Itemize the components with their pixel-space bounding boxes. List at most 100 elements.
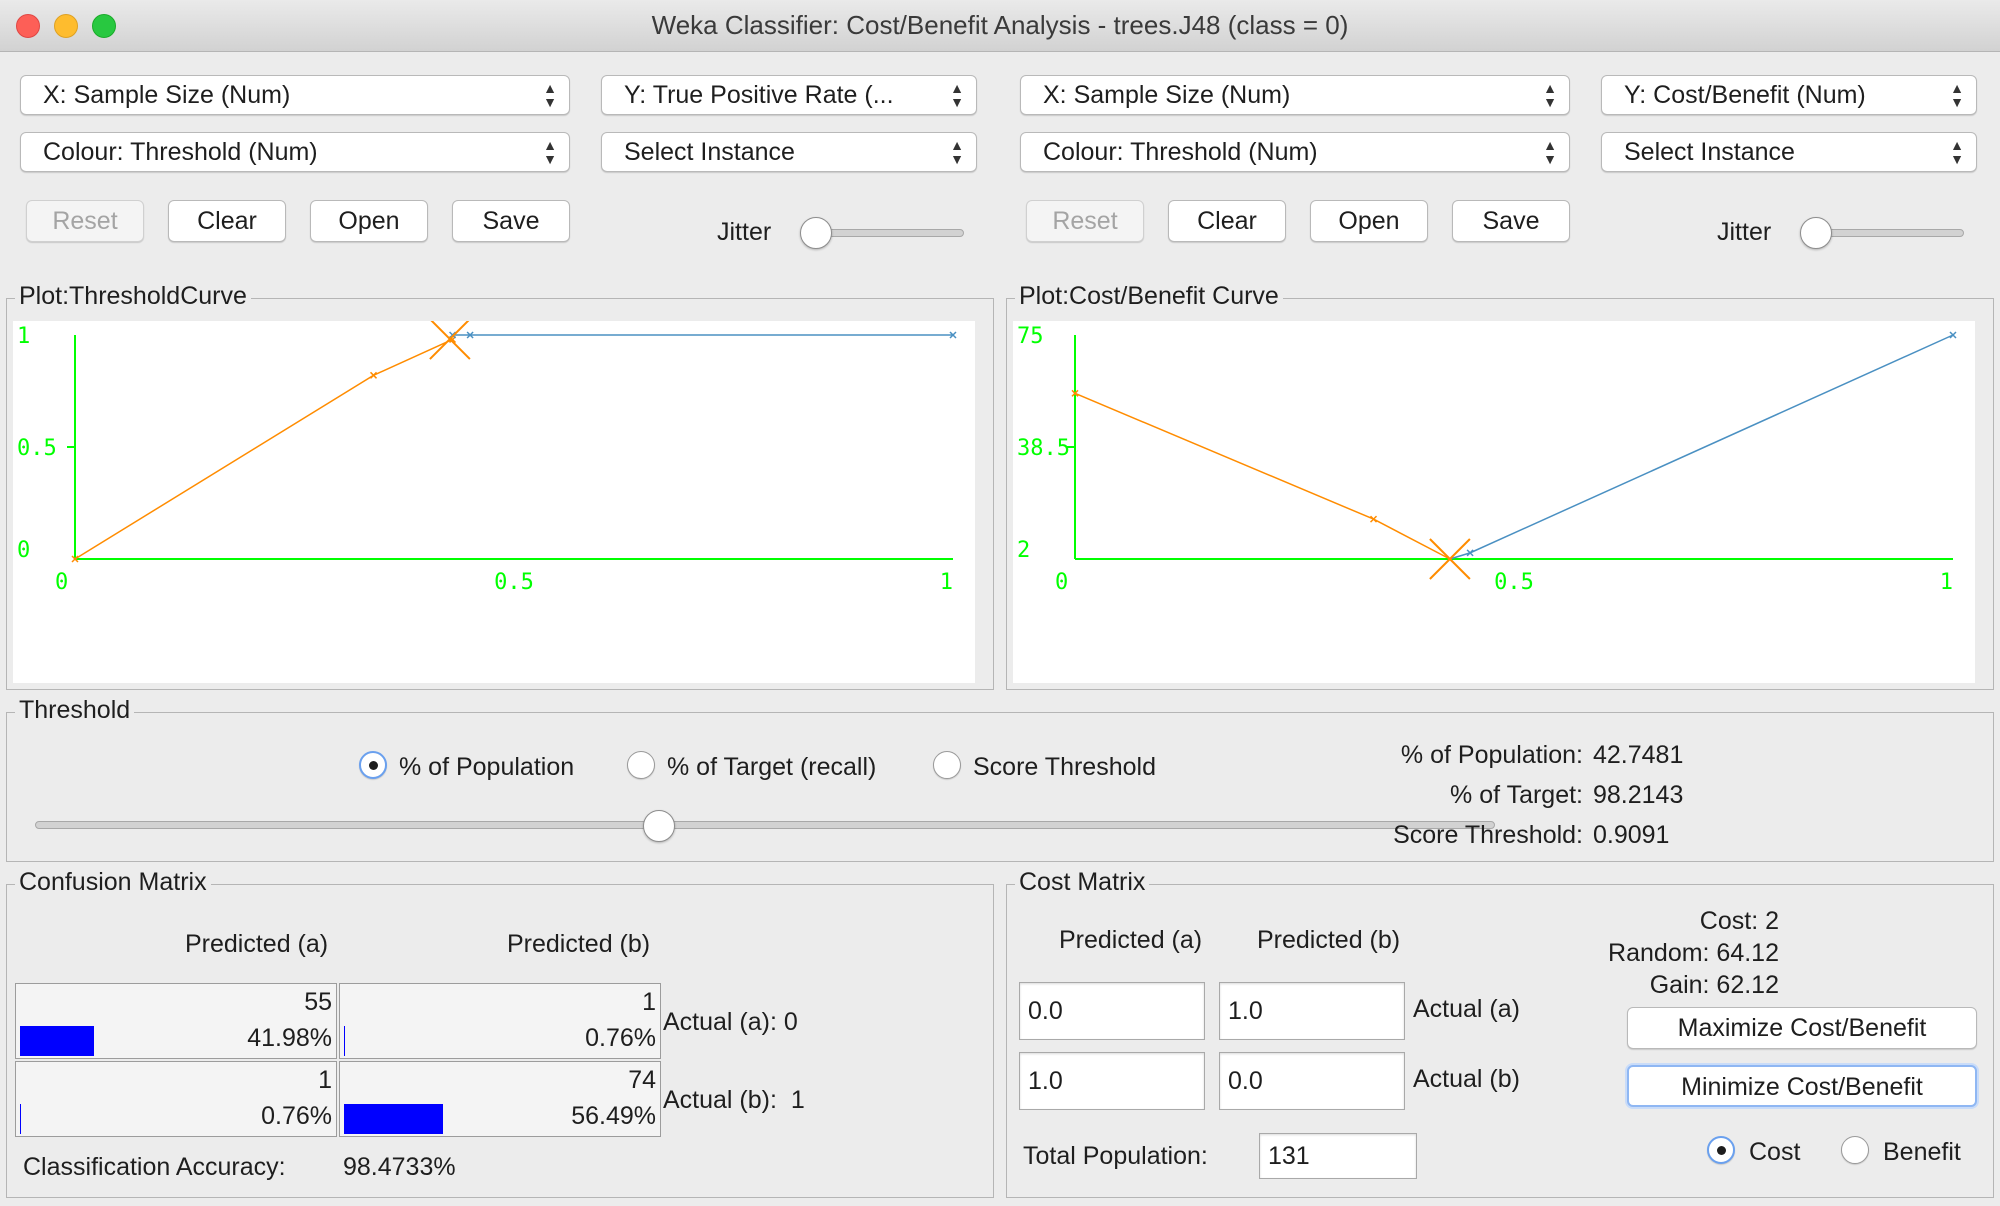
title-bar: Weka Classifier: Cost/Benefit Analysis -…	[0, 0, 2000, 52]
target-recall-radio[interactable]	[627, 751, 655, 779]
population-stat-value: 42.7481	[1593, 741, 1684, 769]
updown-arrows-icon: ▲ ▼	[950, 137, 964, 167]
group-title: Plot:ThresholdCurve	[15, 282, 251, 311]
selected-point-marker	[429, 321, 471, 360]
cost-ab-field[interactable]: 1.0	[1219, 982, 1405, 1040]
confusion-cell-ba: 1 0.76%	[15, 1061, 337, 1137]
cell-count: 55	[304, 988, 332, 1016]
classification-accuracy-label: Classification Accuracy:	[23, 1153, 286, 1181]
cell-percent: 0.76%	[585, 1024, 656, 1052]
x-tick-label: 1	[1940, 570, 1953, 595]
left-open-button[interactable]: Open	[310, 200, 428, 242]
cell-percent: 0.76%	[261, 1102, 332, 1130]
group-title: Plot:Cost/Benefit Curve	[1015, 282, 1283, 311]
right-clear-button[interactable]: Clear	[1168, 200, 1286, 242]
confusion-cell-ab: 1 0.76%	[339, 983, 661, 1059]
cell-percent: 56.49%	[571, 1102, 656, 1130]
cost-benefit-curve-plot[interactable]: 2 38.5 75 0 0.5 1	[1013, 321, 1975, 683]
updown-arrows-icon: ▲ ▼	[1950, 137, 1964, 167]
threshold-curve-svg: 0 0.5 1 0 0.5 1	[17, 321, 957, 595]
y-tick-label: 2	[1017, 538, 1030, 563]
cost-aa-field[interactable]: 0.0	[1019, 982, 1205, 1040]
threshold-curve-plot[interactable]: 0 0.5 1 0 0.5 1	[13, 321, 975, 683]
group-title: Cost Matrix	[1015, 868, 1150, 897]
left-jitter-label: Jitter	[717, 218, 772, 246]
data-point	[1071, 389, 1079, 397]
y-tick-label: 75	[1017, 324, 1044, 349]
score-threshold-radio-label[interactable]: Score Threshold	[973, 753, 1156, 781]
cell-count: 1	[642, 988, 656, 1016]
updown-arrows-icon: ▲ ▼	[1950, 80, 1964, 110]
close-window-button[interactable]	[16, 14, 40, 38]
right-save-button[interactable]: Save	[1452, 200, 1570, 242]
data-point	[1949, 331, 1957, 339]
updown-arrows-icon: ▲ ▼	[543, 80, 557, 110]
maximize-cost-benefit-button[interactable]: Maximize Cost/Benefit	[1627, 1007, 1977, 1049]
population-stat-label: % of Population:	[1400, 741, 1583, 769]
slider-knob[interactable]	[1800, 217, 1832, 249]
right-reset-button[interactable]: Reset	[1026, 200, 1144, 242]
cell-bar	[344, 1026, 345, 1056]
cost-value-text: Cost: 2	[1699, 907, 1779, 935]
predicted-a-header: Predicted (a)	[185, 930, 329, 958]
cost-ba-field[interactable]: 1.0	[1019, 1052, 1205, 1110]
x-tick-label: 0.5	[1494, 570, 1534, 595]
predicted-b-header: Predicted (b)	[507, 930, 651, 958]
target-recall-radio-label[interactable]: % of Target (recall)	[667, 753, 877, 781]
minimize-window-button[interactable]	[54, 14, 78, 38]
y-tick-label: 0	[17, 538, 30, 563]
right-jitter-slider[interactable]	[1800, 216, 1966, 250]
y-tick-label: 1	[17, 324, 30, 349]
data-point	[369, 371, 378, 379]
target-stat-label: % of Target:	[1450, 781, 1583, 809]
y-tick-label: 0.5	[17, 436, 57, 461]
selected-point-marker	[1429, 538, 1471, 580]
right-y-axis-select[interactable]: Y: Cost/Benefit (Num) ▲ ▼	[1601, 75, 1977, 115]
left-save-button[interactable]: Save	[452, 200, 570, 242]
left-x-axis-select[interactable]: X: Sample Size (Num) ▲ ▼	[20, 75, 570, 115]
cost-predicted-b-header: Predicted (b)	[1257, 926, 1401, 954]
threshold-curve-group: Plot:ThresholdCurve 0 0.5 1 0 0.5 1	[6, 282, 994, 690]
cost-bb-field[interactable]: 0.0	[1219, 1052, 1405, 1110]
actual-b-label: Actual (b): 1	[663, 1086, 805, 1114]
score-threshold-stat-label: Score Threshold:	[1393, 821, 1583, 849]
right-x-axis-select[interactable]: X: Sample Size (Num) ▲ ▼	[1020, 75, 1570, 115]
zoom-window-button[interactable]	[92, 14, 116, 38]
left-clear-button[interactable]: Clear	[168, 200, 286, 242]
right-select-instance[interactable]: Select Instance ▲ ▼	[1601, 132, 1977, 172]
right-jitter-label: Jitter	[1717, 218, 1772, 246]
cost-actual-a-label: Actual (a)	[1413, 995, 1520, 1023]
window-title: Weka Classifier: Cost/Benefit Analysis -…	[651, 10, 1349, 40]
left-colour-select[interactable]: Colour: Threshold (Num) ▲ ▼	[20, 132, 570, 172]
cell-count: 1	[318, 1066, 332, 1094]
left-y-axis-select[interactable]: Y: True Positive Rate (... ▲ ▼	[601, 75, 977, 115]
cell-bar	[20, 1104, 21, 1134]
population-radio[interactable]	[359, 751, 387, 779]
data-point	[466, 331, 474, 339]
right-colour-select[interactable]: Colour: Threshold (Num) ▲ ▼	[1020, 132, 1570, 172]
slider-knob[interactable]	[643, 810, 675, 842]
population-radio-label[interactable]: % of Population	[399, 753, 575, 781]
data-point	[1466, 549, 1474, 557]
cost-mode-radio[interactable]	[1707, 1136, 1735, 1164]
total-population-label: Total Population:	[1023, 1142, 1208, 1170]
cost-mode-label[interactable]: Cost	[1749, 1138, 1801, 1166]
right-open-button[interactable]: Open	[1310, 200, 1428, 242]
benefit-mode-label[interactable]: Benefit	[1883, 1138, 1961, 1166]
group-title: Threshold	[15, 696, 135, 725]
threshold-slider[interactable]	[35, 807, 1495, 845]
x-tick-label: 0.5	[494, 570, 534, 595]
series-line-0	[74, 338, 453, 560]
benefit-mode-radio[interactable]	[1841, 1136, 1869, 1164]
cell-bar	[344, 1104, 443, 1134]
left-select-instance[interactable]: Select Instance ▲ ▼	[601, 132, 977, 172]
cell-bar	[20, 1026, 94, 1056]
threshold-group: Threshold % of Population % of Target (r…	[6, 696, 1994, 862]
left-jitter-slider[interactable]	[800, 216, 966, 250]
slider-knob[interactable]	[800, 217, 832, 249]
minimize-cost-benefit-button[interactable]: Minimize Cost/Benefit	[1627, 1065, 1977, 1107]
cell-percent: 41.98%	[247, 1024, 332, 1052]
left-reset-button[interactable]: Reset	[26, 200, 144, 242]
total-population-field[interactable]: 131	[1259, 1133, 1417, 1179]
score-threshold-radio[interactable]	[933, 751, 961, 779]
